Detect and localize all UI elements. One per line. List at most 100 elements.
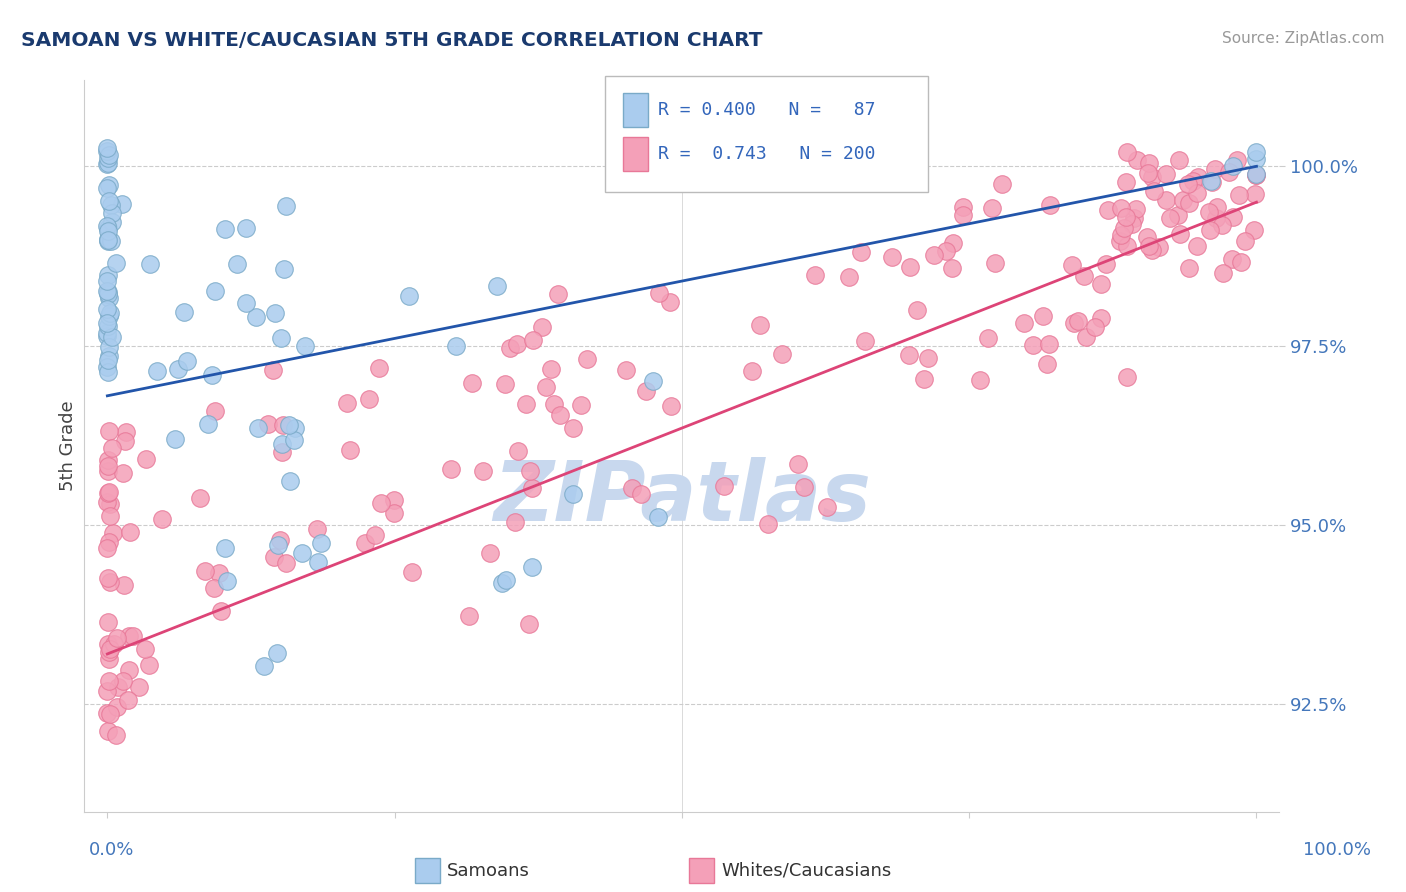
Point [969, 373, 991, 387]
Point [491, 575, 513, 590]
Point [515, 397, 537, 411]
Point [97, 287, 120, 301]
Point [643, 374, 665, 388]
Point [96, 144, 118, 158]
Point [1140, 169, 1163, 184]
Point [1109, 234, 1132, 248]
Point [118, 664, 141, 678]
Point [269, 533, 291, 547]
Point [271, 417, 294, 432]
Point [517, 616, 540, 631]
Point [534, 380, 557, 394]
Text: R =  0.743   N = 200: R = 0.743 N = 200 [658, 145, 876, 163]
Point [98, 148, 121, 162]
Text: R = 0.400   N =   87: R = 0.400 N = 87 [658, 101, 876, 119]
Point [96, 684, 118, 698]
Point [96, 274, 118, 288]
Point [111, 674, 134, 689]
Point [271, 444, 294, 458]
Point [1125, 202, 1147, 217]
Point [636, 384, 658, 399]
Point [1090, 277, 1112, 291]
Point [138, 257, 160, 271]
Point [202, 581, 225, 595]
Point [382, 493, 405, 508]
Point [548, 408, 571, 422]
Point [98, 340, 121, 354]
Point [815, 500, 838, 515]
Point [1198, 223, 1220, 237]
Point [398, 289, 420, 303]
Point [97, 291, 120, 305]
Point [1039, 197, 1062, 211]
Point [1126, 153, 1149, 167]
Point [245, 310, 267, 324]
Point [575, 351, 598, 366]
Point [922, 248, 945, 262]
Point [1137, 239, 1160, 253]
Point [163, 432, 186, 446]
Point [1067, 314, 1090, 328]
Point [176, 353, 198, 368]
Point [117, 693, 139, 707]
Point [204, 404, 226, 418]
Point [111, 196, 134, 211]
Text: Samoans: Samoans [447, 862, 530, 880]
Point [917, 351, 939, 366]
Point [209, 604, 232, 618]
Point [1246, 168, 1268, 182]
Point [283, 433, 305, 447]
Point [96, 329, 118, 343]
Point [1233, 235, 1256, 249]
Point [309, 535, 332, 549]
Point [359, 392, 381, 406]
Point [134, 642, 156, 657]
Point [1154, 167, 1177, 181]
Point [284, 421, 307, 435]
Point [97, 645, 120, 659]
Point [97, 319, 120, 334]
Point [235, 296, 257, 310]
Point [273, 262, 295, 277]
Point [952, 207, 974, 221]
Text: Source: ZipAtlas.com: Source: ZipAtlas.com [1222, 31, 1385, 46]
Point [197, 417, 219, 431]
Point [96, 495, 118, 509]
Point [1243, 223, 1265, 237]
Point [101, 442, 124, 456]
Point [616, 363, 638, 377]
Point [105, 631, 128, 645]
Point [912, 372, 935, 386]
Point [1073, 268, 1095, 283]
Point [271, 437, 294, 451]
Point [107, 699, 129, 714]
Point [1090, 311, 1112, 326]
Point [458, 609, 481, 624]
Point [96, 268, 118, 282]
Point [569, 398, 592, 412]
Point [741, 364, 763, 378]
Text: 100.0%: 100.0% [1303, 840, 1371, 858]
Point [471, 464, 494, 478]
Point [97, 224, 120, 238]
Point [1211, 219, 1233, 233]
Point [96, 219, 118, 233]
Point [101, 206, 124, 220]
Point [1136, 166, 1159, 180]
Point [214, 541, 236, 556]
Point [367, 361, 389, 376]
Point [1159, 211, 1181, 225]
Point [97, 309, 120, 323]
Point [97, 194, 120, 209]
Point [97, 220, 120, 235]
Point [1246, 167, 1268, 181]
Point [898, 348, 921, 362]
Point [98, 485, 121, 500]
Point [787, 457, 810, 471]
Point [103, 526, 125, 541]
Point [849, 244, 872, 259]
Point [1187, 186, 1209, 201]
Point [97, 234, 120, 248]
Point [267, 538, 290, 552]
Point [270, 331, 292, 345]
